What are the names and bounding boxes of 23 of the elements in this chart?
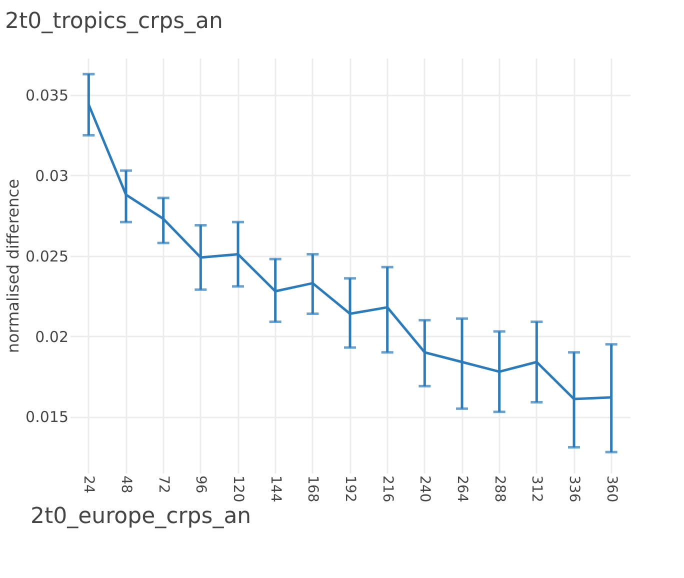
y-axis-title: normalised difference xyxy=(4,178,23,354)
x-tick-label: 24 xyxy=(80,476,97,494)
x-tick-label: 360 xyxy=(603,476,620,502)
x-tick-label: 288 xyxy=(491,476,508,502)
x-tick-label: 192 xyxy=(342,476,358,502)
chart-title: 2t0_tropics_crps_an xyxy=(5,9,223,34)
y-tick-label: 0.025 xyxy=(26,247,68,266)
x-tick-label: 120 xyxy=(230,476,246,502)
x-tick-label: 96 xyxy=(192,476,209,494)
x-tick-label: 264 xyxy=(454,476,470,502)
x-tick-label: 240 xyxy=(416,476,433,502)
y-tick-label: 0.035 xyxy=(26,86,68,104)
x-tick-label: 168 xyxy=(304,476,321,502)
x-tick-label: 72 xyxy=(155,476,172,494)
y-tick-label: 0.03 xyxy=(35,166,68,185)
y-tick-label: 0.015 xyxy=(26,408,68,426)
x-tick-label: 144 xyxy=(267,476,284,502)
x-tick-label: 216 xyxy=(379,476,396,502)
x-tick-label: 312 xyxy=(528,476,545,502)
x-tick-label: 48 xyxy=(118,476,134,494)
x-axis-title: 2t0_europe_crps_an xyxy=(30,504,252,530)
x-tick-label: 336 xyxy=(566,476,582,502)
y-tick-label: 0.02 xyxy=(35,328,68,346)
